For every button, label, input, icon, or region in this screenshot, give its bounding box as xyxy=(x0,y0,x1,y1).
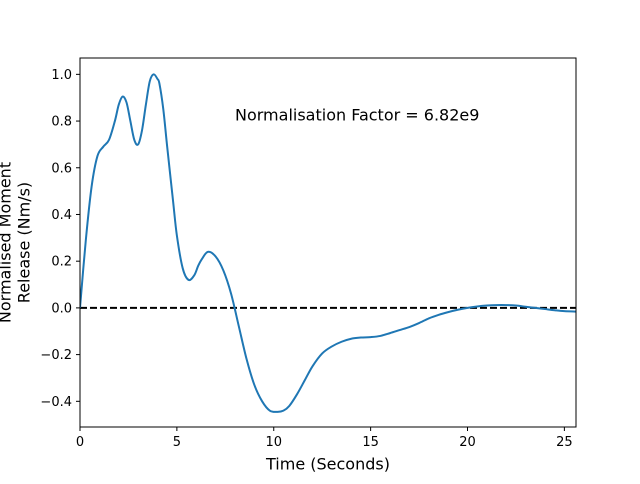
y-tick-label: 0.2 xyxy=(51,255,72,270)
y-axis-label: Normalised Moment Release (Nm/s) xyxy=(0,162,34,323)
x-axis-label: Time (Seconds) xyxy=(265,455,390,474)
y-tick-label: −0.4 xyxy=(40,395,72,410)
y-tick-label: 0.8 xyxy=(51,115,72,130)
x-tick-label: 10 xyxy=(265,435,282,450)
annotation-text: Normalisation Factor = 6.82e9 xyxy=(235,106,479,125)
series-line-0 xyxy=(80,73,576,413)
y-tick-label: −0.2 xyxy=(40,348,72,363)
x-tick-label: 25 xyxy=(556,435,573,450)
plot-area xyxy=(80,73,576,413)
x-tick-label: 5 xyxy=(173,435,181,450)
axes-frame xyxy=(79,57,577,428)
x-axis-ticks: 0 5 10 15 20 25 xyxy=(76,427,573,450)
y-axis-label-line-1: Normalised Moment xyxy=(0,162,15,323)
x-tick-label: 0 xyxy=(76,435,84,450)
y-tick-label: 0.4 xyxy=(51,208,72,223)
y-tick-label: 1.0 xyxy=(51,68,72,83)
y-tick-label: 0.0 xyxy=(51,301,72,316)
x-tick-label: 15 xyxy=(362,435,379,450)
y-tick-label: 0.6 xyxy=(51,161,72,176)
x-tick-label: 20 xyxy=(459,435,476,450)
y-axis-label-line-2: Release (Nm/s) xyxy=(15,182,34,303)
y-axis-ticks: −0.4 −0.2 0.0 0.2 0.4 0.6 0.8 1.0 xyxy=(40,68,80,410)
